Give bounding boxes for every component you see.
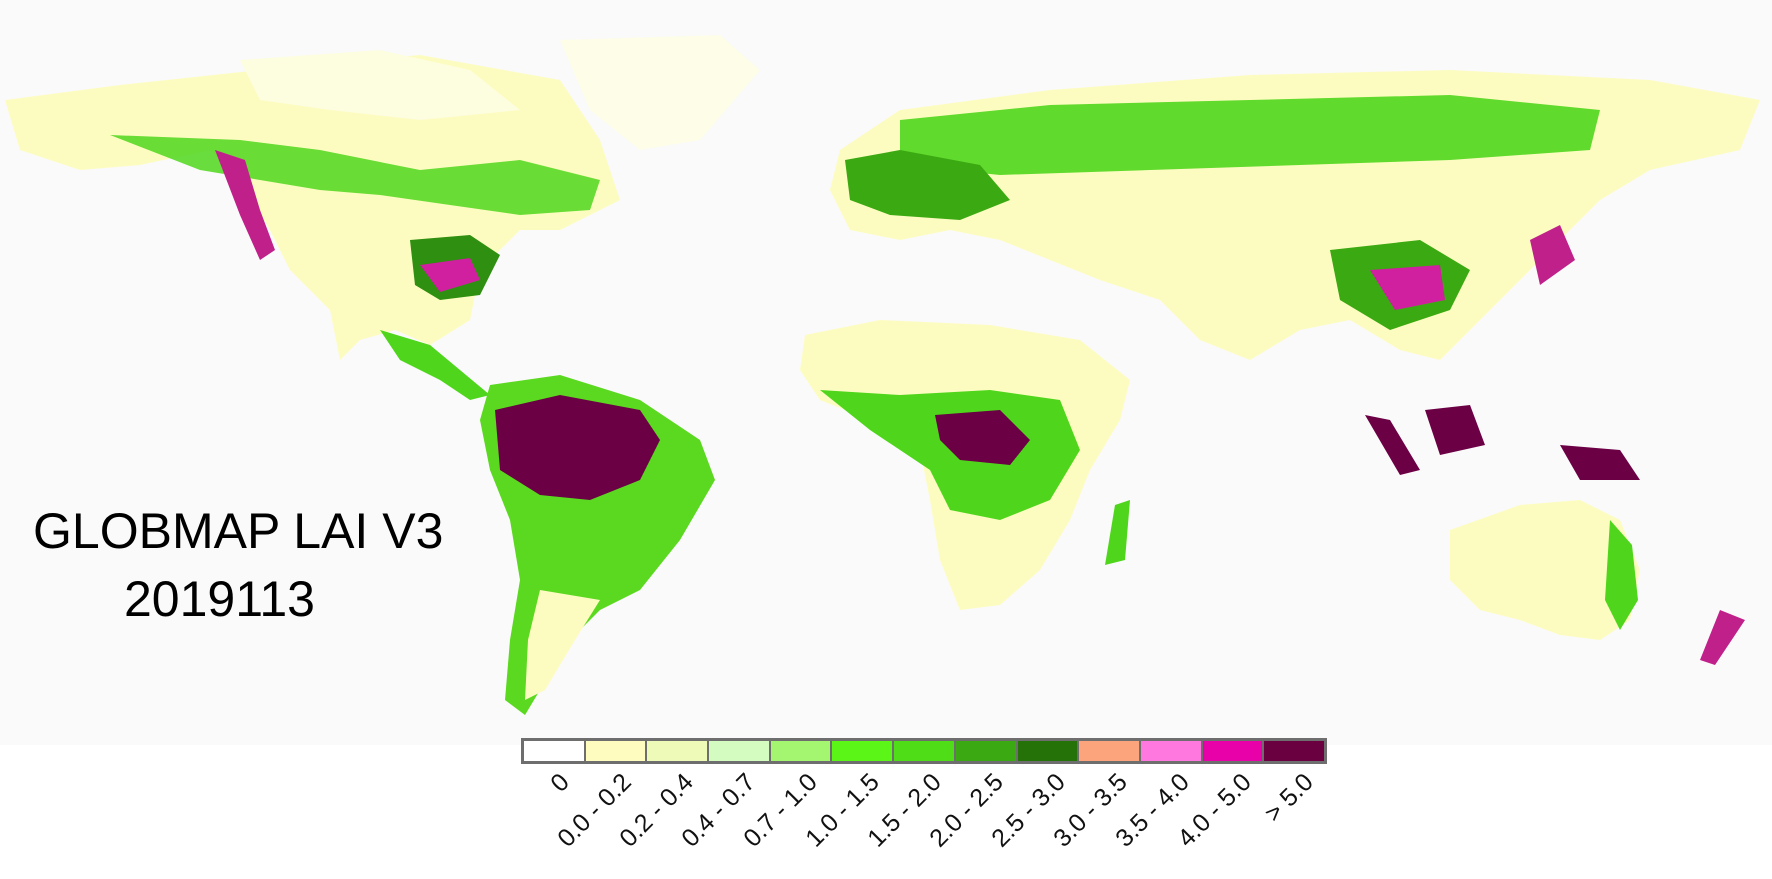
east-asia-dense [1370, 265, 1445, 310]
europe-forest [845, 150, 1010, 220]
legend-swatch [585, 741, 648, 761]
na-east-dense [420, 258, 480, 292]
legend-swatch [709, 741, 771, 761]
map-title: GLOBMAP LAI V3 [33, 503, 444, 559]
legend-swatch [1140, 741, 1203, 761]
legend-label: 0 [545, 768, 575, 798]
legend-labels: 0 0.0 - 0.2 0.2 - 0.4 0.4 - 0.7 0.7 - 1.0 1.0… [521, 768, 1327, 878]
legend-swatch [1202, 741, 1265, 761]
indonesia-borneo [1425, 405, 1485, 455]
japan [1530, 225, 1575, 285]
eurasia-boreal-forest [900, 95, 1600, 175]
legend-swatch [1079, 741, 1141, 761]
landmass-greenland [560, 35, 760, 150]
new-guinea [1560, 445, 1640, 480]
congo-dense-forest [935, 410, 1030, 465]
legend-color-bar [521, 738, 1327, 764]
legend-swatch [647, 741, 710, 761]
landmass-australia [1450, 500, 1640, 640]
legend-swatch [955, 741, 1018, 761]
landmass-central-america [380, 330, 490, 400]
legend-label: > 5.0 [1259, 768, 1319, 828]
map-date: 2019113 [124, 571, 315, 627]
na-boreal-forest [110, 135, 600, 215]
madagascar [1105, 500, 1130, 565]
new-zealand [1700, 610, 1745, 665]
amazon-dense-forest [495, 395, 660, 500]
legend-swatch [1264, 741, 1324, 761]
legend-swatch [770, 741, 833, 761]
legend-swatch [1017, 741, 1080, 761]
na-arctic-islands [240, 50, 520, 120]
legend-swatch [832, 741, 895, 761]
australia-east-forest [1605, 520, 1638, 630]
sa-south-arid [525, 590, 600, 700]
na-west-coast [215, 150, 275, 260]
legend-swatch [524, 741, 586, 761]
legend-swatch [894, 741, 956, 761]
africa-sahel-green [820, 390, 1080, 520]
indonesia-sumatra [1365, 415, 1420, 475]
